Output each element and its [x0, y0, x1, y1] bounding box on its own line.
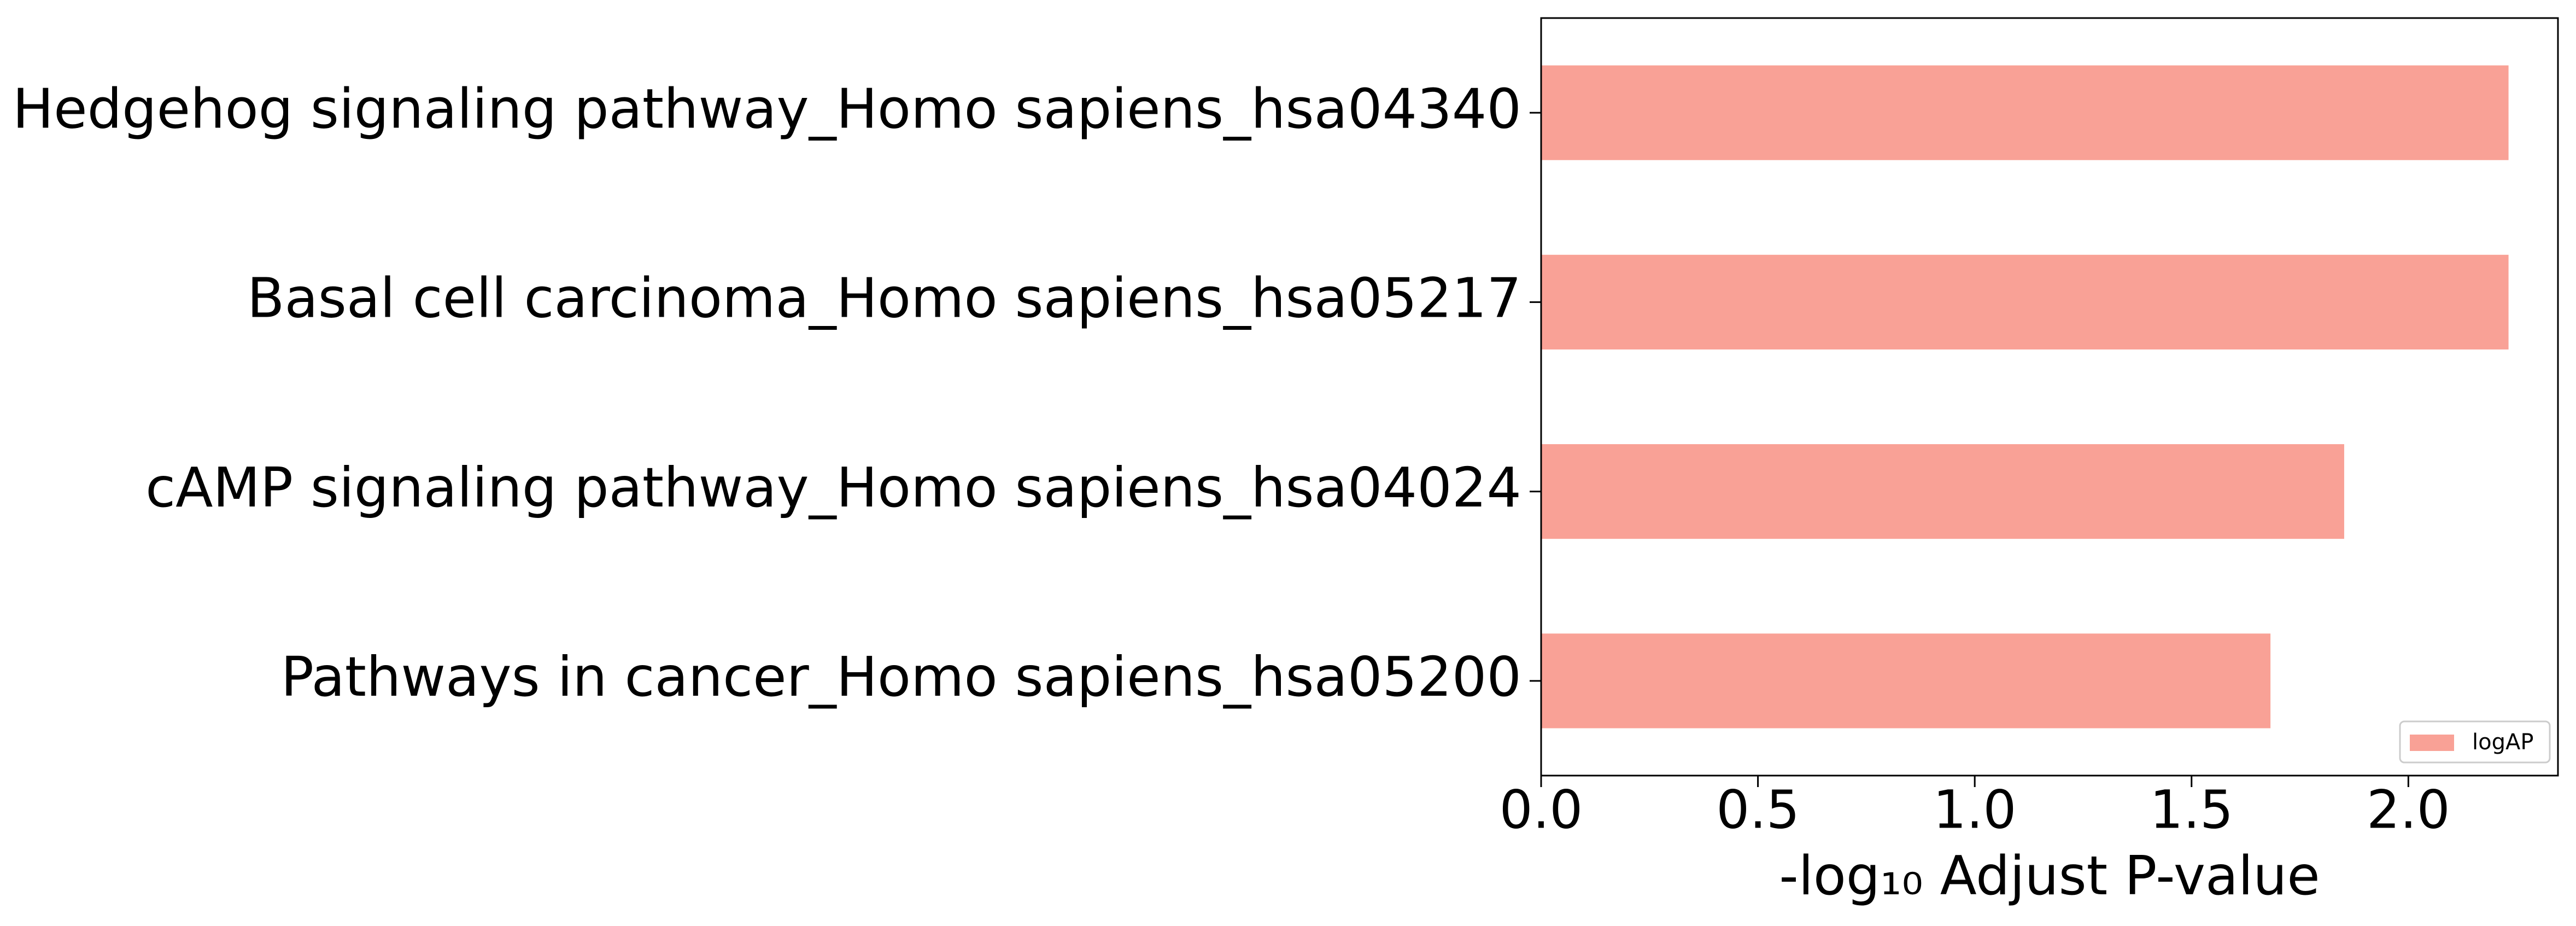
bar	[1541, 633, 2271, 729]
legend-box	[2399, 720, 2551, 764]
x-tick-label: 0.5	[1716, 779, 1800, 840]
bar	[1541, 444, 2344, 539]
x-axis-label: -log₁₀ Adjust P-value	[1779, 845, 2320, 907]
legend-label: logAP	[2472, 730, 2533, 755]
bar	[1541, 254, 2509, 350]
legend: logAP	[2399, 720, 2551, 764]
y-tick-label: Pathways in cancer_Homo sapiens_hsa05200	[281, 645, 1521, 709]
legend-swatch	[2410, 735, 2454, 751]
axes-frame	[1540, 17, 2559, 777]
x-tick-label: 1.0	[1933, 779, 2017, 840]
x-tick-label: 0.0	[1500, 779, 1583, 840]
x-tick-label: 1.5	[2150, 779, 2233, 840]
x-tick-label: 2.0	[2367, 779, 2450, 840]
y-tick-label: cAMP signaling pathway_Homo sapiens_hsa0…	[145, 456, 1521, 520]
bar	[1541, 65, 2509, 160]
y-tick-label: Basal cell carcinoma_Homo sapiens_hsa052…	[247, 266, 1521, 330]
y-tick-label: Hedgehog signaling pathway_Homo sapiens_…	[13, 77, 1521, 141]
